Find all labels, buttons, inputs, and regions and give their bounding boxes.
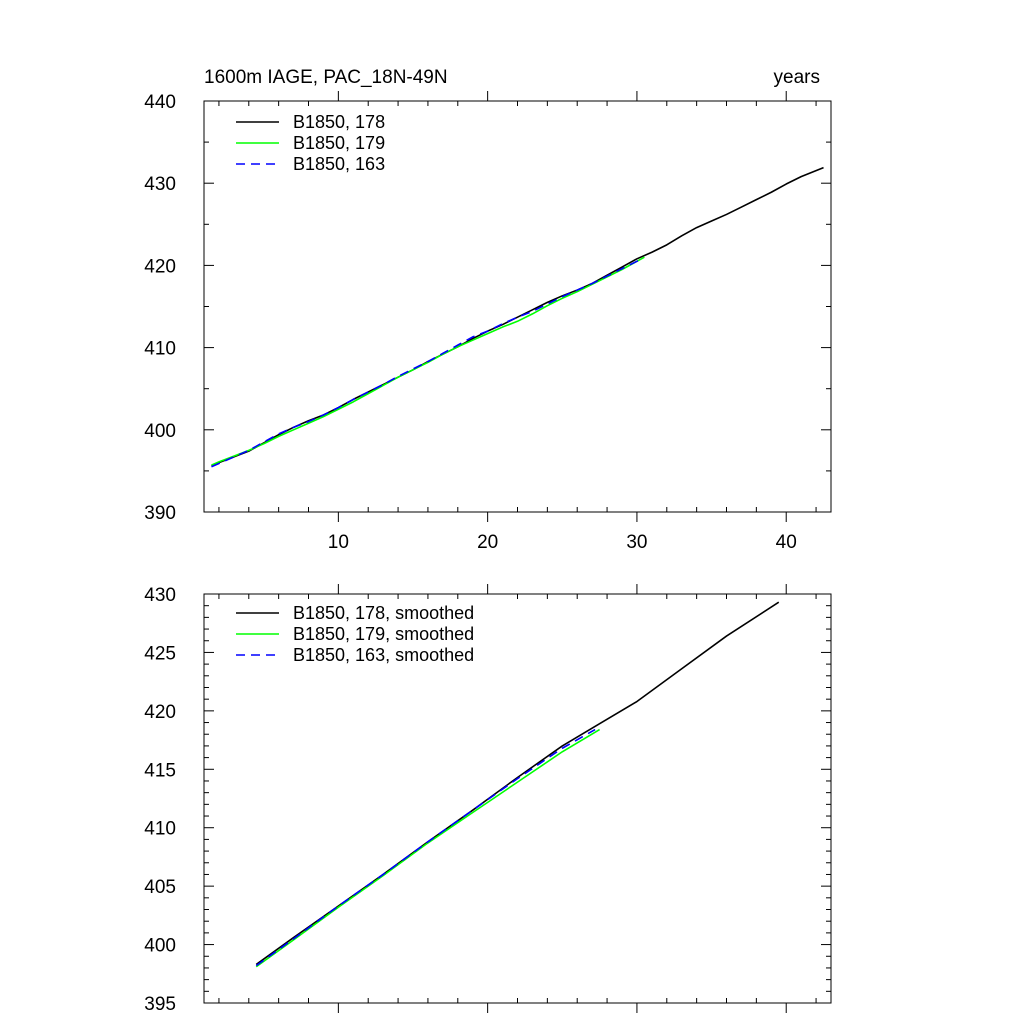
- x-tick-label: 30: [626, 532, 647, 553]
- y-tick-label: 400: [144, 936, 176, 957]
- legend-label-2: B1850, 179: [293, 133, 385, 153]
- x-units-label: years: [774, 67, 820, 88]
- y-tick-label: 430: [144, 585, 176, 606]
- y-tick-label: 405: [144, 877, 176, 898]
- series-line-2: [255, 728, 601, 968]
- legend-label-1: B1850, 178: [293, 112, 385, 132]
- y-tick-label: 410: [144, 339, 176, 360]
- y-tick-label: 420: [144, 702, 176, 723]
- y-tick-label: 410: [144, 819, 176, 840]
- legend-label-1: B1850, 178, smoothed: [293, 603, 474, 623]
- y-tick-label: 440: [144, 92, 176, 113]
- x-tick-label: 10: [328, 532, 349, 553]
- y-tick-label: 420: [144, 256, 176, 277]
- legend-label-3: B1850, 163, smoothed: [293, 645, 474, 665]
- y-tick-label: 400: [144, 421, 176, 442]
- plot-title: 1600m IAGE, PAC_18N-49N: [204, 67, 448, 88]
- y-tick-label: 430: [144, 174, 176, 195]
- legend-label-3: B1850, 163: [293, 154, 385, 174]
- y-tick-label: 415: [144, 760, 176, 781]
- legend-label-2: B1850, 179, smoothed: [293, 624, 474, 644]
- bottom-line-plot: 395 400 405 410 415 420 425 430 B1850, 178, smoo…: [144, 584, 832, 1015]
- x-tick-label: 20: [477, 532, 498, 553]
- series-line-1: [255, 601, 780, 966]
- series-line-3: [255, 728, 596, 967]
- series-line-3: [211, 258, 642, 468]
- y-tick-label: 390: [144, 503, 176, 524]
- x-tick-label: 40: [776, 532, 797, 553]
- y-tick-label: 425: [144, 643, 176, 664]
- y-tick-label: 395: [144, 994, 176, 1015]
- series-line-1: [211, 166, 824, 467]
